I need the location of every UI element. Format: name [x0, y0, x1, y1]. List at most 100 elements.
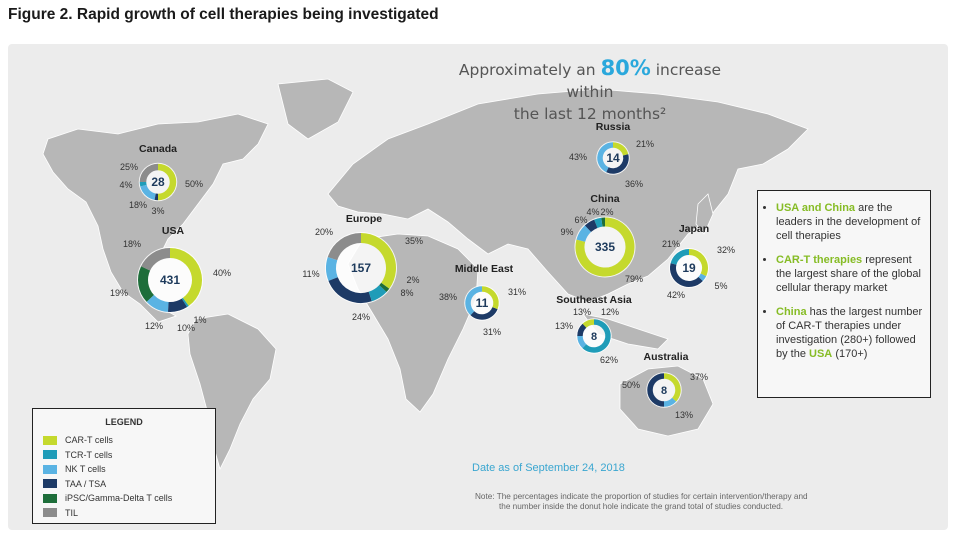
- legend-swatch: [43, 464, 57, 474]
- pct-label-china-4: 2%: [600, 207, 613, 217]
- pct-label-usa-2: 10%: [177, 323, 195, 333]
- pct-label-canada-3: 4%: [119, 180, 132, 190]
- legend-item: TCR-T cells: [33, 448, 215, 463]
- key-findings-box: USA and China are the leaders in the dev…: [757, 190, 931, 398]
- donut-slice-china-1: [576, 225, 592, 243]
- pct-label-europe-3: 24%: [352, 312, 370, 322]
- pct-label-middle-east-0: 31%: [508, 287, 526, 297]
- pct-label-usa-5: 18%: [123, 239, 141, 249]
- donut-total-canada: 28: [151, 175, 165, 189]
- donut-slice-middle-east-1: [470, 306, 498, 320]
- donut-slice-china-2: [584, 219, 598, 233]
- pct-label-europe-2: 8%: [400, 288, 413, 298]
- pct-label-japan-1: 5%: [714, 281, 727, 291]
- greenland-shape: [277, 78, 354, 140]
- donut-europe: Europe 157 35% 2% 8% 24% 11% 20%: [302, 213, 423, 322]
- pct-label-europe-1: 2%: [406, 275, 419, 285]
- donut-slice-japan-0: [688, 249, 708, 277]
- legend: LEGEND CAR-T cells TCR-T cells NK T cell…: [32, 408, 216, 524]
- finding-2: CAR-T therapies represent the largest sh…: [776, 253, 924, 295]
- pct-label-china-2: 6%: [574, 215, 587, 225]
- donut-total-china: 335: [595, 240, 615, 254]
- donut-slice-southeast-asia-1: [577, 335, 587, 349]
- landmasses: [42, 78, 809, 471]
- headline-suffix: increase within: [566, 61, 722, 101]
- legend-title: LEGEND: [105, 417, 143, 427]
- pct-label-southeast-asia-3: 12%: [601, 307, 619, 317]
- finding-1-highlight: USA and China: [776, 202, 856, 214]
- donut-russia: Russia 14 21% 36% 43%: [569, 121, 654, 189]
- world-map: Canada 28 50% 3% 18% 4% 25% USA 431 40% 1%…: [42, 78, 809, 471]
- donut-total-australia: 8: [661, 385, 667, 397]
- legend-label: TAA / TSA: [65, 478, 107, 489]
- legend-swatch: [43, 450, 57, 460]
- donut-southeast-asia: Southeast Asia 8 62% 13% 13% 12%: [555, 294, 632, 365]
- date-note: Date as of September 24, 2018: [472, 462, 625, 474]
- footnote-line-2: the number inside the donut hole indicat…: [499, 502, 784, 511]
- finding-2-text: represent the largest share of the globa…: [776, 254, 921, 294]
- donut-slice-middle-east-2: [465, 286, 483, 316]
- region-label-usa: USA: [162, 225, 185, 237]
- pct-label-europe-0: 35%: [405, 236, 423, 246]
- donut-china: China 335 79% 9% 6% 4% 2%: [560, 193, 643, 284]
- donut-slice-europe-3: [328, 276, 372, 303]
- legend-item: CAR-T cells: [33, 433, 215, 448]
- donut-slice-russia-2: [597, 142, 614, 173]
- headline: Approximately an 80% increase within the…: [440, 57, 740, 125]
- donut-slice-usa-0: [169, 248, 202, 306]
- donut-canada: Canada 28 50% 3% 18% 4% 25%: [119, 143, 203, 216]
- finding-1-text: are the leaders in the development of ce…: [776, 202, 921, 242]
- region-label-china: China: [590, 193, 619, 205]
- region-donuts: Canada 28 50% 3% 18% 4% 25% USA 431 40% 1%…: [110, 121, 735, 420]
- donut-slice-southeast-asia-2: [577, 323, 587, 337]
- footnote: Note: The percentages indicate the propo…: [475, 492, 875, 512]
- legend-item: TIL: [33, 506, 215, 521]
- pct-label-canada-1: 3%: [151, 206, 164, 216]
- region-label-australia: Australia: [644, 351, 689, 363]
- finding-3-text2: (170+): [832, 348, 868, 360]
- donut-australia: Australia 8 37% 13% 50%: [622, 351, 708, 420]
- region-label-japan: Japan: [679, 223, 709, 235]
- pct-label-canada-0: 50%: [185, 179, 203, 189]
- donut-total-southeast-asia: 8: [591, 331, 597, 343]
- donut-slice-usa-4: [138, 266, 155, 302]
- pct-label-russia-0: 21%: [636, 139, 654, 149]
- pct-label-china-0: 79%: [625, 274, 643, 284]
- pct-label-usa-0: 40%: [213, 268, 231, 278]
- donut-slice-canada-0: [157, 163, 177, 201]
- donut-slice-europe-2: [368, 284, 387, 302]
- donut-slice-russia-1: [606, 154, 629, 174]
- pct-label-china-1: 9%: [560, 227, 573, 237]
- finding-3-highlight: China: [776, 306, 807, 318]
- finding-1: USA and China are the leaders in the dev…: [776, 201, 924, 243]
- donut-usa: USA 431 40% 1% 10% 12% 19% 18%: [110, 225, 231, 333]
- donut-japan: Japan 19 32% 5% 42% 21%: [662, 223, 735, 300]
- pct-label-usa-1: 1%: [193, 315, 206, 325]
- donut-total-europe: 157: [351, 261, 371, 275]
- legend-label: TIL: [65, 507, 79, 518]
- legend-item: TAA / TSA: [33, 477, 215, 492]
- donut-slice-china-0: [575, 217, 635, 277]
- region-label-canada: Canada: [139, 143, 177, 155]
- legend-swatch: [43, 493, 57, 503]
- south-america-shape: [187, 313, 277, 471]
- pct-label-middle-east-2: 38%: [439, 292, 457, 302]
- figure-title: Figure 2. Rapid growth of cell therapies…: [8, 6, 439, 23]
- pct-label-southeast-asia-0: 62%: [600, 355, 618, 365]
- donut-slice-europe-5: [327, 233, 362, 261]
- donut-slice-usa-2: [167, 298, 188, 312]
- donut-slice-australia-0: [663, 373, 681, 402]
- donut-slice-canada-2: [140, 184, 157, 200]
- pct-label-europe-5: 20%: [315, 227, 333, 237]
- finding-3: China has the largest number of CAR-T th…: [776, 305, 924, 361]
- donut-total-russia: 14: [606, 151, 620, 165]
- donut-slice-japan-3: [670, 249, 690, 266]
- donut-slice-europe-0: [360, 233, 396, 289]
- donut-slice-china-3: [594, 217, 603, 228]
- pct-label-canada-4: 25%: [120, 162, 138, 172]
- pct-label-australia-0: 37%: [690, 372, 708, 382]
- headline-line2: the last 12 months²: [513, 105, 667, 123]
- pct-label-usa-4: 19%: [110, 288, 128, 298]
- donut-middle-east: Middle East 11 31% 31% 38%: [439, 263, 526, 337]
- pct-label-europe-4: 11%: [302, 269, 319, 279]
